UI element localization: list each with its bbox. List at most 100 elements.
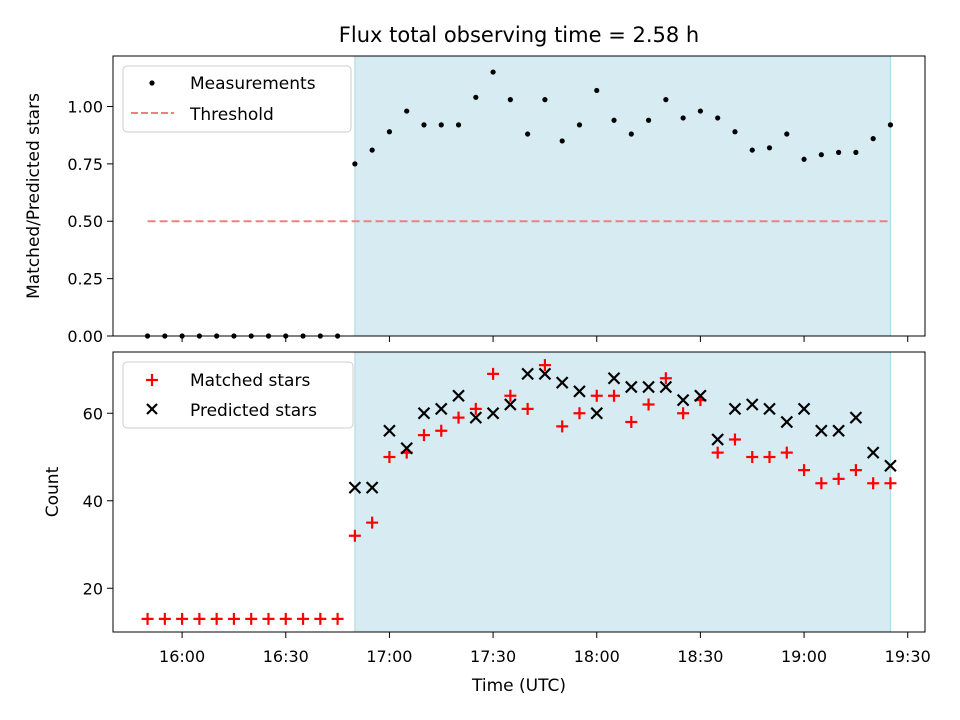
predicted-stars-point: [659, 380, 673, 394]
legend-predicted-label: Predicted stars: [190, 401, 317, 421]
measurements-point: [490, 69, 496, 75]
predicted-stars-point: [849, 411, 863, 424]
predicted-stars-point: [745, 398, 759, 411]
matched-stars-point: [538, 359, 551, 372]
measurements-point: [611, 117, 617, 123]
predicted-stars-point: [780, 415, 794, 429]
measurements-point: [870, 136, 876, 142]
measurements-point: [628, 131, 634, 137]
predicted-stars-point: [365, 481, 379, 494]
matched-stars-point: [245, 612, 258, 625]
measurements-point: [836, 149, 842, 155]
predicted-stars-point: [434, 402, 448, 416]
matched-stars-point: [556, 420, 569, 433]
measurements-point: [801, 156, 807, 162]
measurements-point: [818, 152, 824, 158]
matched-stars-point: [746, 451, 759, 463]
matched-stars-point: [279, 612, 292, 625]
matched-stars-point: [158, 612, 171, 625]
matched-stars-point: [815, 477, 828, 490]
matched-stars-point: [141, 612, 154, 625]
predicted-stars-point: [417, 406, 431, 420]
bottom-legend: Matched stars Predicted stars: [122, 361, 354, 429]
legend-measurements-label: Measurements: [190, 74, 316, 94]
measurements-point: [697, 108, 704, 114]
top-y-ticks: 0.00 0.25 0.50 0.75 1.00: [67, 97, 113, 346]
matched-stars-point: [331, 612, 344, 625]
top-legend-box: [122, 65, 352, 133]
predicted-stars-point: [555, 376, 569, 389]
measurements-point: [732, 129, 738, 135]
y-tick-label: 60: [83, 404, 103, 423]
predicted-stars-point: [625, 380, 638, 394]
measurements-point: [663, 97, 669, 103]
predicted-stars-point: [521, 367, 534, 381]
matched-stars-point: [798, 464, 811, 477]
predicted-stars-point: [573, 385, 586, 398]
legend-matched-marker: [146, 374, 158, 386]
y-tick-label: 0.75: [67, 155, 103, 174]
predicted-stars-point: [504, 398, 517, 411]
chart-title: Flux total observing time = 2.58 h: [339, 23, 699, 47]
matched-stars-point: [884, 477, 897, 490]
matched-stars-point: [383, 451, 396, 463]
x-tick-label: 18:00: [574, 647, 620, 666]
bottom-y-ticks: 20 40 60: [83, 404, 113, 598]
matched-stars-point: [573, 407, 586, 420]
legend-predicted-marker: [146, 403, 158, 415]
x-tick-label: 19:00: [781, 647, 827, 666]
predicted-stars-point: [728, 402, 742, 416]
matched-stars-point: [763, 451, 776, 463]
matched-stars-point: [487, 367, 500, 380]
top-plot-frame: [112, 55, 926, 337]
measurements-point: [784, 131, 790, 137]
bottom-legend-box: [122, 361, 354, 429]
matched-stars-point: [297, 612, 310, 625]
y-tick-label: 0.25: [67, 270, 103, 289]
matched-stars-point: [832, 472, 845, 485]
measurements-point: [352, 161, 358, 167]
measurements-point: [525, 131, 531, 137]
matched-stars-point: [659, 372, 672, 385]
measurements-point: [369, 147, 375, 153]
matched-stars-point: [849, 464, 862, 477]
matched-stars-point: [711, 446, 724, 459]
matched-stars-point: [608, 389, 621, 402]
matched-stars-point: [314, 612, 327, 625]
predicted-stars-point: [452, 389, 465, 403]
measurements-point: [559, 138, 565, 144]
matched-stars-point: [348, 529, 361, 542]
measurements-point: [680, 115, 686, 121]
x-tick-label: 17:00: [366, 647, 412, 666]
legend-threshold-label: Threshold: [189, 105, 274, 125]
measurements-point: [455, 122, 462, 128]
measurements-point: [507, 97, 513, 103]
x-tick-label: 16:00: [159, 647, 205, 666]
matched-stars-point: [642, 398, 655, 411]
measurements-point: [438, 122, 444, 128]
measurements-point: [594, 87, 600, 94]
y-tick-label: 0.00: [67, 327, 103, 346]
x-tick-label: 19:30: [885, 647, 931, 666]
matched-stars-point: [262, 612, 275, 625]
measurements-point: [542, 97, 548, 103]
predicted-stars-point: [832, 424, 845, 438]
y-tick-label: 40: [83, 492, 103, 511]
predicted-stars-point: [383, 424, 396, 438]
matched-stars-point: [625, 416, 638, 428]
matched-stars-point: [435, 424, 448, 437]
matched-stars-point: [366, 516, 379, 529]
observing-span: [354, 55, 891, 337]
bottom-plot: 20 40 60 16:00 16:30 17:00 17:30 18:00 18:30 19:…: [43, 351, 931, 696]
matched-stars-point: [193, 612, 206, 625]
x-tick-label: 17:30: [470, 647, 516, 666]
measurements-point: [404, 108, 410, 114]
x-axis-label: Time (UTC): [471, 676, 566, 696]
measurements-point: [386, 129, 393, 135]
bottom-plot-marks: [141, 359, 897, 625]
measurements-point: [576, 122, 583, 128]
measurements-point: [853, 149, 859, 155]
measurements-point: [749, 147, 755, 153]
matched-stars-point: [227, 612, 240, 625]
y-tick-label: 20: [83, 579, 103, 598]
